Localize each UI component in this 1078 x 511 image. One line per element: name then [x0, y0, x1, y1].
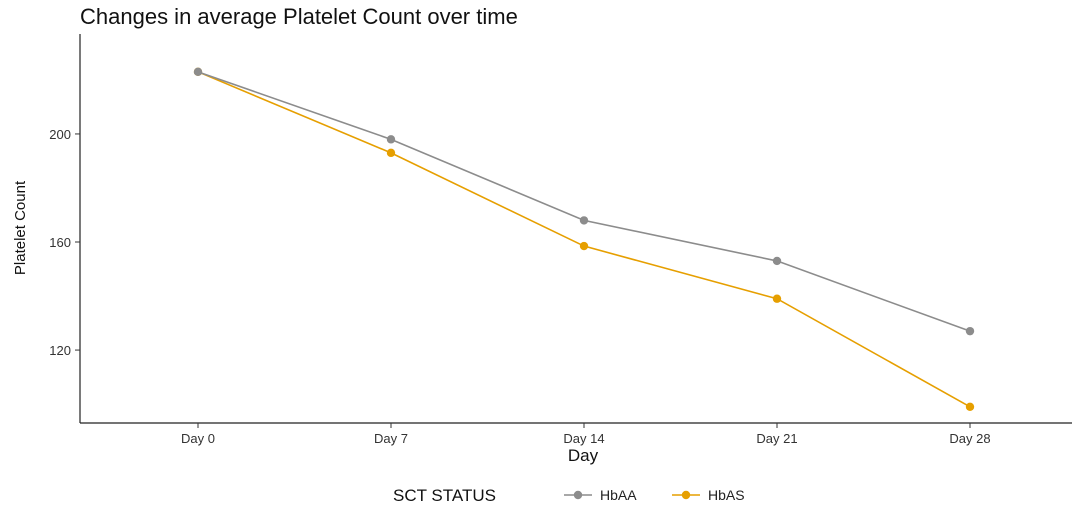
x-axis-title: Day: [568, 446, 599, 465]
legend-label: HbAA: [600, 487, 637, 503]
plot-area: 120 160 200 Day 0 Day 7 Day 14 Day 21 Day 28: [49, 34, 1072, 446]
x-ticks: Day 0 Day 7 Day 14 Day 21 Day 28: [181, 423, 991, 446]
legend-title: SCT STATUS: [393, 486, 496, 505]
data-point-hbas: [386, 148, 396, 158]
legend-items: HbAA HbAS: [564, 487, 745, 503]
data-point-hbas: [772, 294, 782, 303]
legend-label: HbAS: [708, 487, 745, 503]
series-line-hbaa: [197, 71, 971, 332]
y-ticks: 120 160 200: [49, 127, 80, 358]
x-tick-label: Day 21: [756, 431, 797, 446]
series-layer: [193, 67, 975, 411]
data-point-hbaa: [965, 326, 975, 336]
x-tick-label: Day 28: [949, 431, 990, 446]
legend-key-marker: [681, 490, 691, 500]
data-point-hbas: [579, 241, 589, 251]
y-tick-label: 120: [49, 343, 71, 358]
legend: SCT STATUS HbAA HbAS: [393, 486, 745, 505]
x-tick-label: Day 0: [181, 431, 215, 446]
data-point-hbaa: [579, 216, 589, 225]
x-tick-label: Day 7: [374, 431, 408, 446]
chart-title: Changes in average Platelet Count over t…: [80, 4, 518, 29]
y-axis-title: Platelet Count: [12, 180, 29, 275]
x-tick-label: Day 14: [563, 431, 604, 446]
series-line-hbas: [197, 71, 971, 408]
data-point-hbaa: [193, 67, 203, 77]
data-point-hbaa: [386, 135, 396, 144]
data-point-hbas: [965, 402, 975, 411]
y-tick-label: 160: [49, 235, 71, 250]
legend-key-marker: [573, 490, 583, 500]
y-tick-label: 200: [49, 127, 71, 142]
data-point-hbaa: [772, 256, 782, 266]
